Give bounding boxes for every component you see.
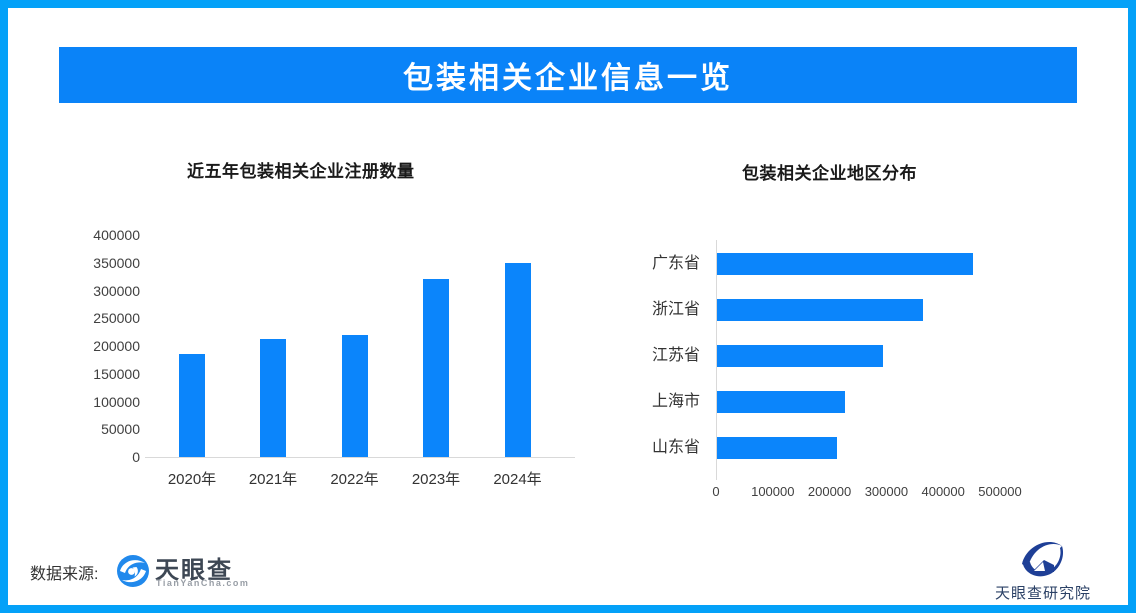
- region-bar-浙江省: [717, 299, 923, 321]
- y-axis-tick-label: 250000: [93, 310, 140, 327]
- right-chart-title: 包装相关企业地区分布: [742, 164, 917, 183]
- page-title-banner: 包装相关企业信息一览: [59, 47, 1077, 103]
- x-axis-tick-label: 100000: [751, 484, 795, 499]
- registrations-bar-2023年: [423, 279, 449, 457]
- region-label: 上海市: [651, 393, 700, 410]
- region-bar-江苏省: [717, 345, 883, 367]
- region-distribution-bar-chart: 广东省浙江省江苏省上海市山东省 0 100000 200000 300000 400000…: [608, 148, 1128, 518]
- x-axis-category-label: 2024年: [493, 471, 542, 488]
- region-bar-广东省: [717, 253, 973, 275]
- x-axis-tick-label: 500000: [978, 484, 1022, 499]
- y-axis-tick-label: 400000: [93, 227, 140, 243]
- y-axis-tick-label: 300000: [93, 282, 140, 299]
- footer: 数据来源: 天眼查 TianYanCha.com 天眼查研究院: [8, 528, 1128, 605]
- y-axis-tick-label: 350000: [93, 254, 140, 271]
- registrations-bar-2022年: [341, 335, 368, 457]
- page-title: 包装相关企业信息一览: [403, 62, 733, 95]
- y-axis-tick-label: 150000: [93, 365, 140, 382]
- region-label: 广东省: [651, 255, 700, 272]
- x-axis-tick-label: 300000: [864, 484, 909, 499]
- research-institute-label: 天眼查研究院: [994, 585, 1091, 602]
- registrations-bar-2021年: [260, 339, 286, 457]
- tianyancha-domain-text: TianYanCha.com: [156, 578, 250, 588]
- region-bar-山东省: [717, 437, 837, 459]
- region-label: 江苏省: [651, 347, 700, 364]
- region-bar-上海市: [717, 391, 845, 413]
- y-axis-tick-label: 50000: [101, 421, 140, 438]
- registrations-bar-2024年: [504, 263, 531, 457]
- y-axis-tick-label: 0: [132, 449, 140, 465]
- data-source-label: 数据来源:: [30, 566, 99, 583]
- region-label: 浙江省: [651, 301, 700, 318]
- registrations-bar-chart: 0 50000 100000 150000 200000 250000 300000 3500…: [8, 148, 608, 518]
- tianyancha-eye-logo-icon: [117, 555, 149, 587]
- left-chart-title: 近五年包装相关企业注册数量: [187, 162, 415, 181]
- x-axis-category-label: 2022年: [330, 471, 379, 488]
- x-axis-baseline: [145, 457, 575, 458]
- x-axis-tick-label: 400000: [921, 484, 965, 499]
- x-axis-category-label: 2021年: [248, 471, 298, 488]
- y-axis-line: [716, 240, 717, 480]
- region-label: 山东省: [651, 439, 700, 456]
- x-axis-category-label: 2020年: [167, 471, 217, 488]
- x-axis-tick-label: 0: [712, 484, 720, 499]
- x-axis-category-label: 2023年: [411, 471, 461, 488]
- research-institute-logo-icon: [1022, 542, 1064, 577]
- registrations-bar-2020年: [179, 354, 205, 457]
- y-axis-tick-label: 200000: [93, 338, 140, 354]
- y-axis-tick-label: 100000: [93, 393, 140, 410]
- x-axis-tick-label: 200000: [807, 484, 852, 499]
- tianyancha-wordmark: 天眼查: [155, 557, 233, 584]
